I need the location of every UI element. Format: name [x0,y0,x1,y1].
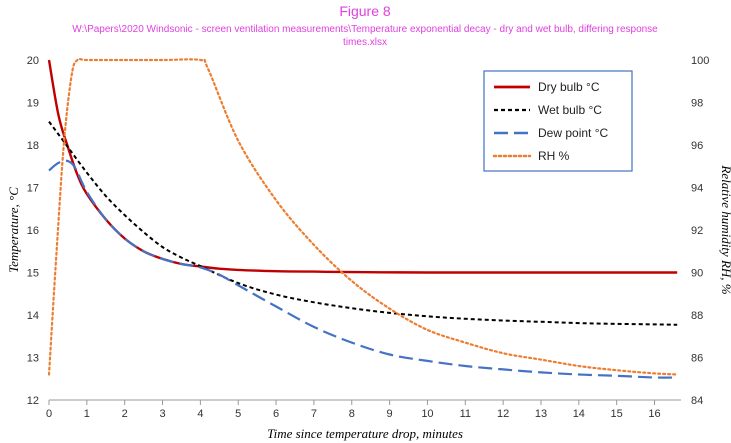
x-tick-label: 14 [573,408,585,420]
x-tick-label: 15 [611,408,623,420]
y-tick-label: 19 [27,98,39,110]
x-tick-label: 5 [235,408,241,420]
y2-tick-label: 98 [691,98,703,110]
y2-tick-label: 92 [691,225,703,237]
y2-tick-label: 86 [691,353,703,365]
legend: Dry bulb °C Wet bulb °C Dew point °C RH % [483,70,633,172]
series-line-dry-bulb-c [47,59,678,274]
x-tick-label: 0 [46,408,52,420]
y-tick-label: 14 [27,310,39,322]
x-tick-label: 2 [122,408,128,420]
y2-axis-label: Relative humidity RH, % [719,164,731,294]
series-line-dew-point-c [48,159,678,379]
x-tick-label: 10 [421,408,433,420]
series-line-rh [47,57,679,376]
x-tick-label: 1 [84,408,90,420]
legend-label-wet-bulb-c: Wet bulb °C [538,103,602,117]
x-tick-label: 6 [273,408,279,420]
y-axis-label: Temperature, °C [6,187,21,273]
y2-tick-label: 100 [691,55,709,67]
chart-subtitle-line-2: times.xlsx [343,37,387,48]
chart-title: Figure 8 [339,3,391,19]
y-tick-label: 12 [27,395,39,407]
x-tick-label: 7 [311,408,317,420]
x-tick-label: 3 [159,408,165,420]
chart-subtitle-line-1: W:\Papers\2020 Windsonic - screen ventil… [72,24,658,35]
legend-label-dew-point-c: Dew point °C [538,126,608,140]
legend-label-rh: RH % [538,149,570,163]
y2-tick-label: 84 [691,395,703,407]
y-tick-label: 20 [27,55,39,67]
y2-tick-label: 96 [691,140,703,152]
y2-tick-label: 94 [691,183,703,195]
legend-label-dry-bulb-c: Dry bulb °C [538,80,600,94]
plot-area: 0 1 2 3 4 5 6 7 8 9 10 11 12 13 14 15 161213141516171819… [27,55,710,420]
y-tick-label: 13 [27,353,39,365]
y-tick-label: 16 [27,225,39,237]
x-tick-label: 9 [387,408,393,420]
x-axis-label: Time since temperature drop, minutes [267,426,463,441]
y-tick-label: 18 [27,140,39,152]
x-tick-label: 8 [349,408,355,420]
y-tick-label: 15 [27,268,39,280]
x-tick-label: 4 [197,408,203,420]
x-tick-label: 11 [460,408,471,420]
y2-tick-label: 88 [691,310,703,322]
x-tick-label: 12 [497,408,509,420]
x-tick-label: 13 [535,408,547,420]
x-tick-label: 16 [648,408,660,420]
y-tick-label: 17 [27,183,39,195]
y2-tick-label: 90 [691,268,703,280]
series-line-wet-bulb-c [48,121,678,326]
